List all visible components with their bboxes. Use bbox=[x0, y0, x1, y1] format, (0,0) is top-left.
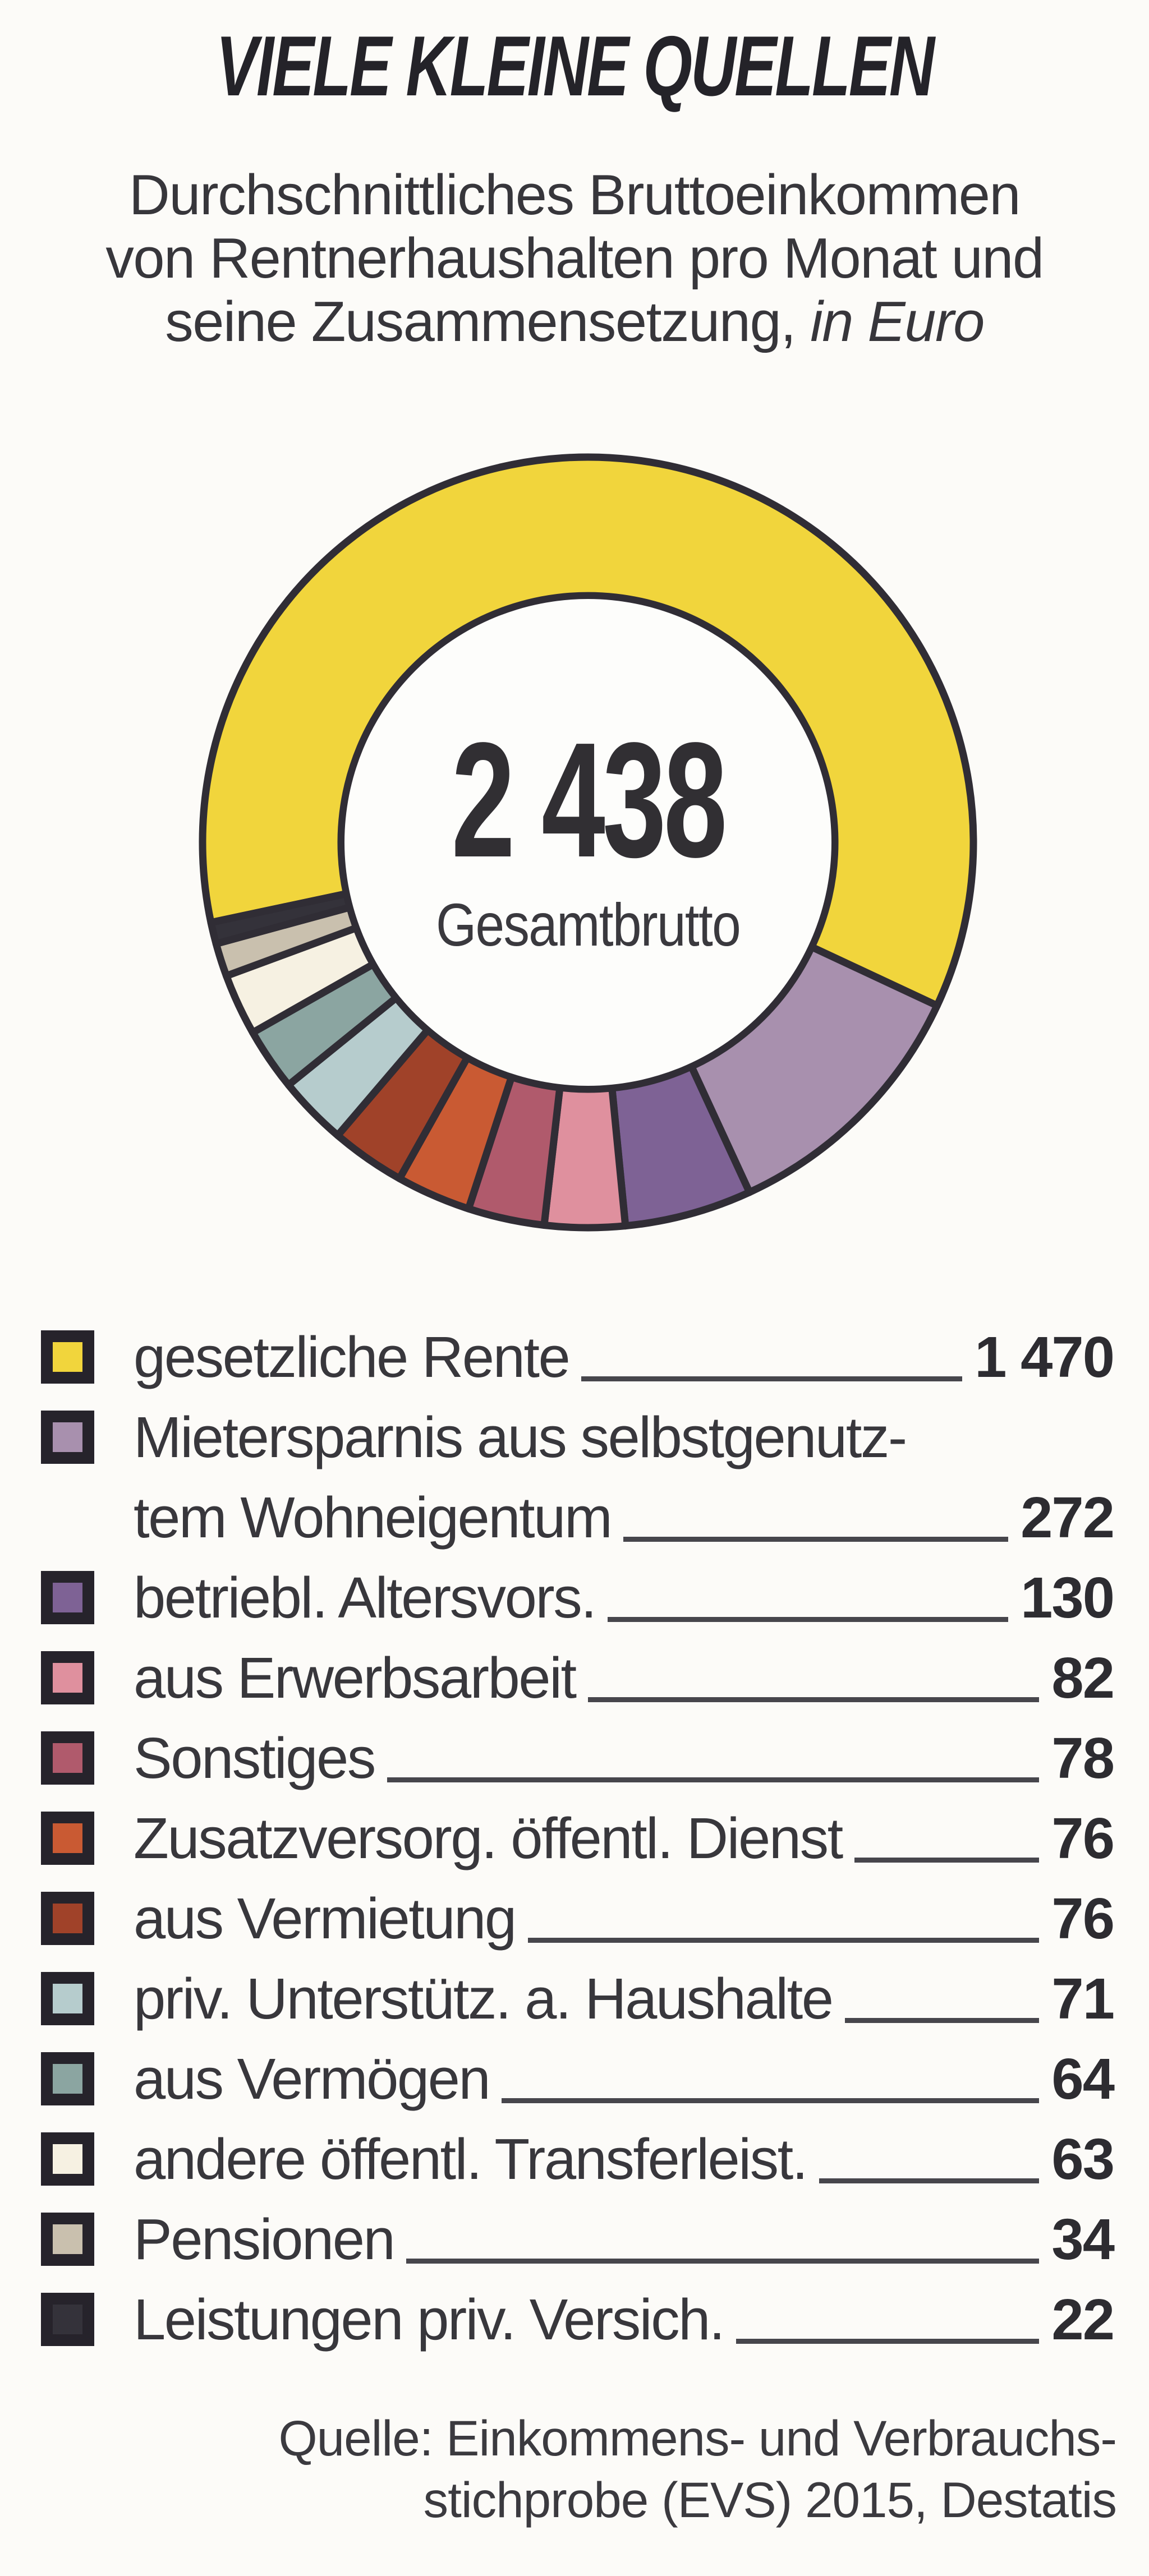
legend-label: Leistungen priv. Versich. bbox=[134, 2287, 725, 2352]
legend-leader-line bbox=[608, 1617, 1009, 1622]
legend-swatch-color bbox=[53, 1743, 82, 1773]
donut-segment-leistungen-priv-versich- bbox=[207, 890, 353, 948]
legend-swatch-icon bbox=[41, 2293, 94, 2346]
legend-swatch-icon bbox=[41, 1812, 94, 1865]
legend-row: Zusatzversorg. öffentl. Dienst 76 bbox=[41, 1798, 1115, 1878]
legend-swatch-icon bbox=[41, 1330, 94, 1384]
source-note: Quelle: Einkommens- und Verbrauchs- stic… bbox=[219, 2407, 1117, 2531]
legend-leader-line bbox=[819, 2178, 1040, 2183]
legend-swatch-color bbox=[53, 2144, 82, 2174]
legend-value: 130 bbox=[1021, 1565, 1115, 1630]
legend-value: 76 bbox=[1051, 1806, 1115, 1870]
page-subtitle: Durchschnittliches Bruttoeinkommen von R… bbox=[0, 164, 1149, 354]
legend-value: 34 bbox=[1051, 2207, 1115, 2271]
legend-swatch-color bbox=[53, 1422, 82, 1452]
legend-swatch-icon bbox=[41, 1972, 94, 2025]
source-line-2: stichprobe (EVS) 2015, Destatis bbox=[423, 2472, 1117, 2528]
legend-swatch-icon bbox=[41, 2132, 94, 2186]
legend: gesetzliche Rente 1 470 Mietersparnis aus … bbox=[41, 1317, 1115, 2360]
legend-value: 78 bbox=[1051, 1726, 1115, 1790]
legend-row: aus Vermietung 76 bbox=[41, 1878, 1115, 1959]
legend-swatch-color bbox=[53, 1823, 82, 1853]
legend-label: gesetzliche Rente bbox=[134, 1325, 571, 1389]
legend-leader-line bbox=[387, 1777, 1040, 1782]
legend-swatch-color bbox=[53, 2224, 82, 2254]
donut-center-total: 2 438 bbox=[451, 708, 727, 891]
legend-value: 71 bbox=[1051, 1966, 1115, 2031]
legend-row: Leistungen priv. Versich. 22 bbox=[41, 2279, 1115, 2360]
legend-value: 64 bbox=[1051, 2047, 1115, 2111]
legend-swatch-icon bbox=[41, 1411, 94, 1464]
page-title: VIELE KLEINE QUELLEN bbox=[215, 19, 935, 114]
legend-swatch-color bbox=[53, 1583, 82, 1612]
legend-swatch-icon bbox=[41, 1892, 94, 1945]
source-line-1: Quelle: Einkommens- und Verbrauchs- bbox=[278, 2410, 1117, 2466]
legend-swatch-color bbox=[53, 1904, 82, 1933]
legend-row: aus Vermögen 64 bbox=[41, 2039, 1115, 2119]
subtitle-line-1: Durchschnittliches Bruttoeinkommen bbox=[128, 164, 1021, 227]
subtitle-line-3: seine Zusammensetzung, in Euro bbox=[165, 291, 985, 353]
legend-label: Sonstiges bbox=[134, 1726, 376, 1790]
legend-value: 272 bbox=[1021, 1485, 1115, 1550]
donut-segment-mietersparnis-aus-selbstgenutztem-wohneigentum bbox=[687, 943, 941, 1196]
legend-leader-line bbox=[844, 2018, 1040, 2023]
legend-swatch-icon bbox=[41, 2052, 94, 2105]
legend-row: betriebl. Altersvors. 130 bbox=[41, 1557, 1115, 1638]
legend-value: 82 bbox=[1051, 1646, 1115, 1710]
legend-row: priv. Unterstütz. a. Haushalte 71 bbox=[41, 1959, 1115, 2039]
legend-leader-line bbox=[581, 1376, 963, 1381]
legend-label: tem Wohneigentum bbox=[134, 1485, 613, 1550]
donut-hole bbox=[344, 599, 831, 1086]
legend-swatch-color bbox=[53, 2305, 82, 2334]
legend-label: aus Vermögen bbox=[134, 2047, 491, 2111]
legend-row: Mietersparnis aus selbstgenutz-tem Wohne… bbox=[41, 1397, 1115, 1557]
donut-segment-gesetzliche-rente bbox=[199, 453, 977, 1010]
legend-swatch-icon bbox=[41, 1651, 94, 1704]
legend-leader-line bbox=[527, 1938, 1040, 1943]
legend-value: 1 470 bbox=[975, 1325, 1115, 1389]
legend-swatch-icon bbox=[41, 2213, 94, 2266]
subtitle-line-2: von Rentnerhaushalten pro Monat und bbox=[105, 227, 1044, 290]
legend-row: gesetzliche Rente 1 470 bbox=[41, 1317, 1115, 1397]
legend-leader-line bbox=[854, 1858, 1040, 1863]
legend-swatch-color bbox=[53, 1342, 82, 1372]
subtitle-unit: in Euro bbox=[810, 291, 985, 353]
legend-swatch-color bbox=[53, 2064, 82, 2094]
legend-swatch-icon bbox=[41, 1731, 94, 1785]
donut-chart: 2 438 Gesamtbrutto bbox=[195, 450, 981, 1235]
legend-leader-line bbox=[736, 2339, 1040, 2344]
legend-label: Mietersparnis aus selbstgenutz- bbox=[134, 1405, 907, 1469]
legend-label: priv. Unterstütz. a. Haushalte bbox=[134, 1966, 834, 2031]
legend-label: Zusatzversorg. öffentl. Dienst bbox=[134, 1806, 843, 1870]
donut-svg bbox=[199, 453, 977, 1232]
legend-row: Pensionen 34 bbox=[41, 2199, 1115, 2279]
legend-swatch-icon bbox=[41, 1571, 94, 1624]
legend-value: 63 bbox=[1051, 2127, 1115, 2191]
legend-label: Pensionen bbox=[134, 2207, 396, 2271]
legend-label: betriebl. Altersvors. bbox=[134, 1565, 597, 1630]
legend-leader-line bbox=[587, 1697, 1040, 1702]
legend-label: aus Erwerbsarbeit bbox=[134, 1646, 577, 1710]
legend-label: andere öffentl. Transferleist. bbox=[134, 2127, 808, 2191]
legend-row: aus Erwerbsarbeit 82 bbox=[41, 1638, 1115, 1718]
legend-value: 76 bbox=[1051, 1886, 1115, 1951]
legend-value: 22 bbox=[1051, 2287, 1115, 2352]
legend-leader-line bbox=[623, 1537, 1009, 1542]
legend-row: Sonstiges 78 bbox=[41, 1718, 1115, 1798]
legend-swatch-color bbox=[53, 1663, 82, 1693]
legend-swatch-color bbox=[53, 1984, 82, 2013]
legend-label: aus Vermietung bbox=[134, 1886, 517, 1951]
donut-center-label: Gesamtbrutto bbox=[435, 891, 741, 958]
legend-row: andere öffentl. Transferleist. 63 bbox=[41, 2119, 1115, 2199]
legend-leader-line bbox=[406, 2259, 1040, 2264]
legend-leader-line bbox=[502, 2098, 1040, 2103]
